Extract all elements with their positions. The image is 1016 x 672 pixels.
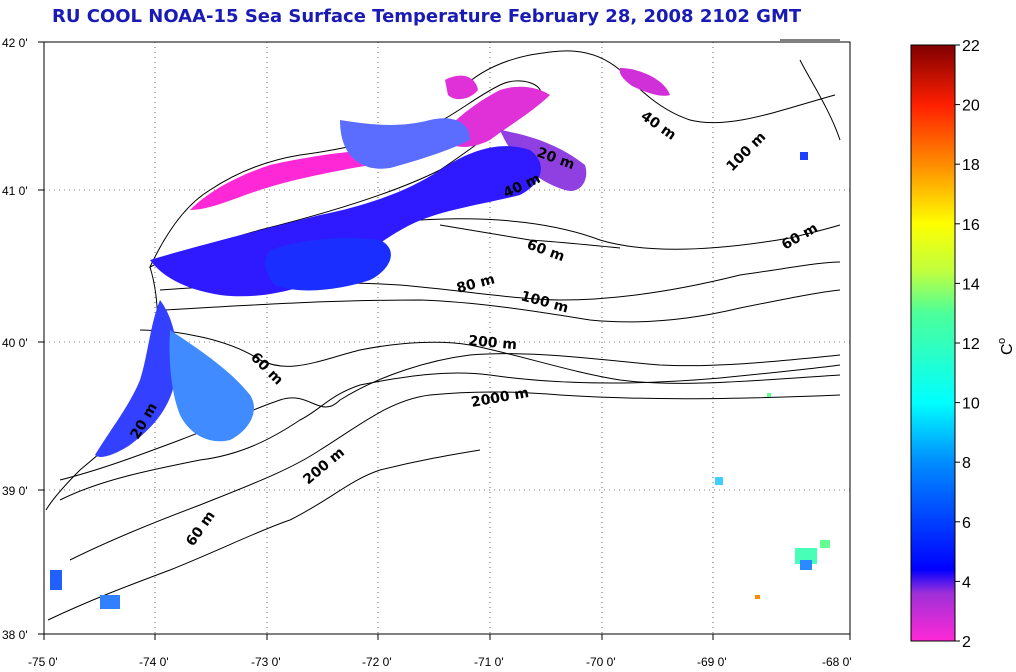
contour-label: 60 m — [779, 220, 821, 253]
coastline — [45, 39, 841, 511]
contour-label: 40 m — [638, 108, 679, 143]
lon-tick-labels: -75 0' -74 0' -73 0' -72 0' -71 0' -70 0… — [28, 655, 852, 669]
contour-label: 200 m — [468, 333, 518, 353]
contour-label: 2000 m — [470, 385, 530, 411]
lon-tick-label: -68 0' — [822, 655, 852, 669]
sst-data — [50, 68, 830, 609]
map-title: RU COOL NOAA-15 Sea Surface Temperature … — [52, 6, 802, 27]
contour-label: 200 m — [300, 445, 348, 489]
contour-label: 60 m — [247, 350, 286, 389]
contour-label: 100 m — [724, 129, 770, 175]
lon-tick-label: -71 0' — [474, 655, 504, 669]
lon-tick-label: -73 0' — [251, 655, 281, 669]
tick-marks — [38, 41, 851, 640]
lat-tick-label: 39 0' — [2, 484, 28, 498]
bathymetry-contours — [47, 218, 841, 621]
lat-tick-label: 40 0' — [2, 336, 28, 350]
lat-tick-label: 41 0' — [2, 184, 28, 198]
lat-tick-label: 38 0' — [2, 628, 28, 642]
contour-label: 60 m — [183, 508, 218, 549]
lon-tick-label: -74 0' — [139, 655, 169, 669]
lat-tick-label: 42 0' — [2, 36, 28, 50]
lon-tick-label: -75 0' — [28, 655, 58, 669]
lon-tick-label: -72 0' — [362, 655, 392, 669]
lat-tick-labels: 42 0' 41 0' 40 0' 39 0' 38 0' — [2, 36, 28, 642]
map-frame — [43, 41, 851, 635]
lon-tick-label: -69 0' — [697, 655, 727, 669]
lon-tick-label: -70 0' — [586, 655, 616, 669]
contour-label: 100 m — [519, 288, 570, 316]
